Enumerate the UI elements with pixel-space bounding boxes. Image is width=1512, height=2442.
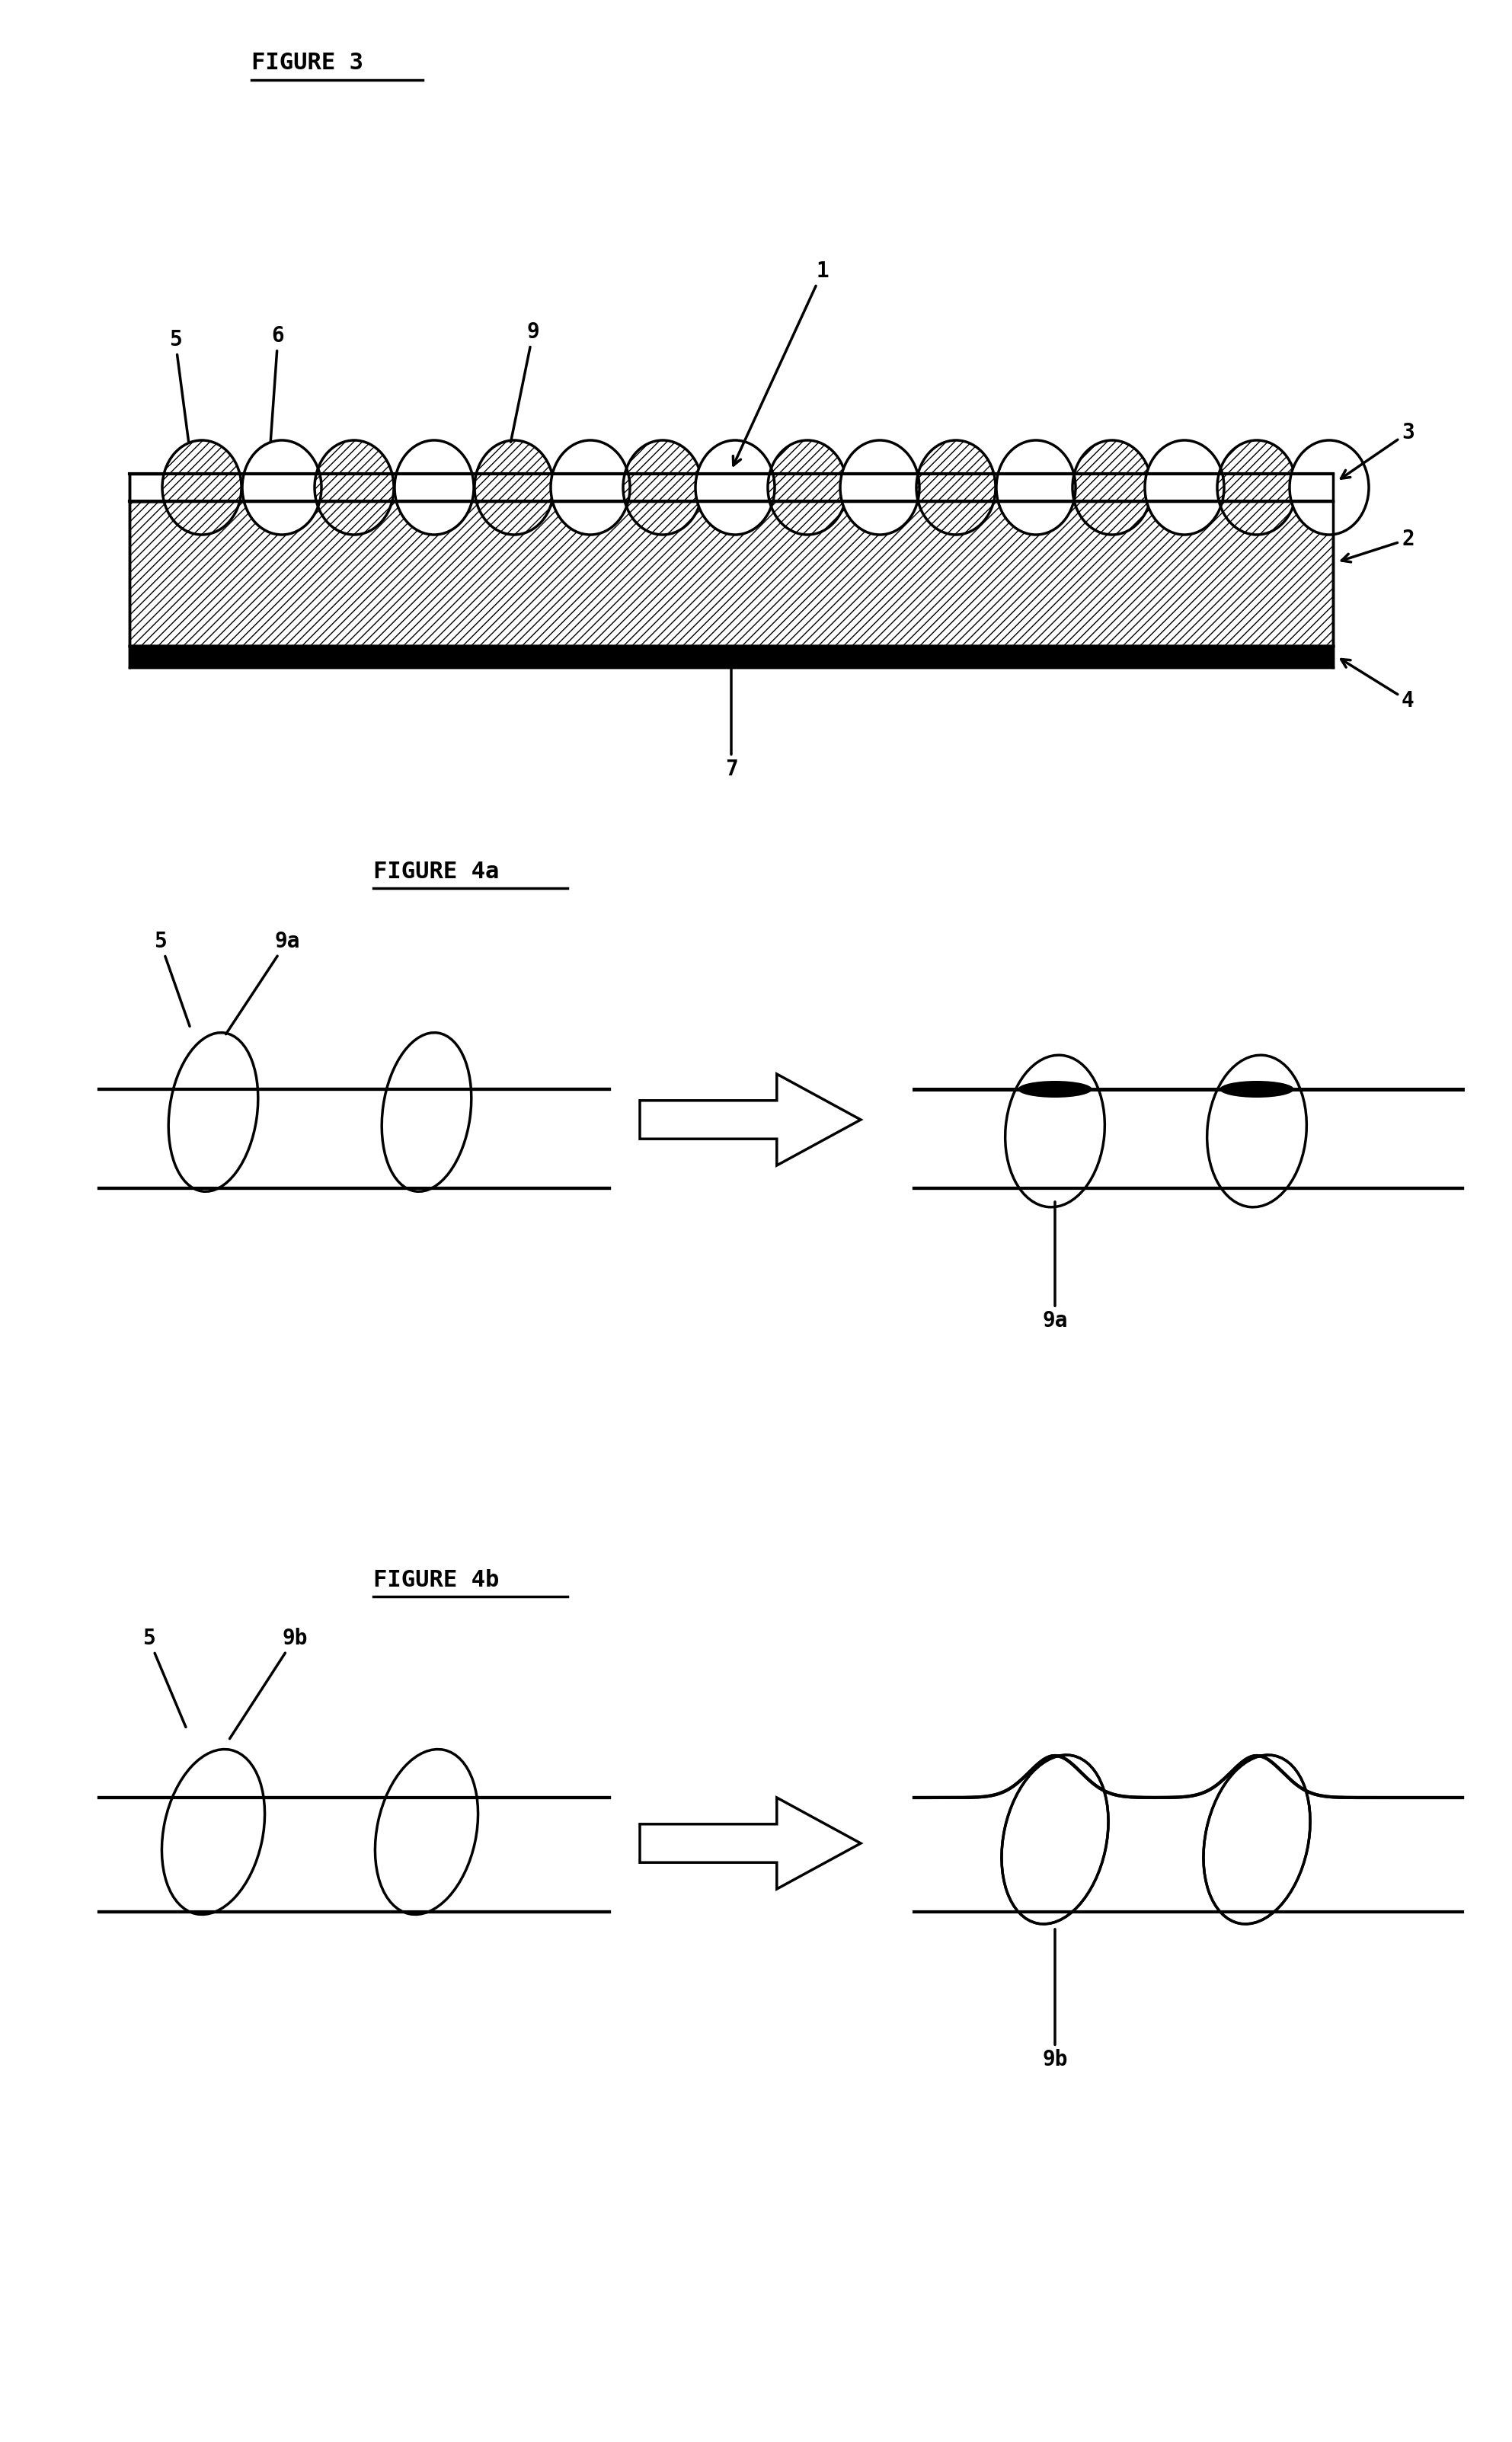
Text: FIGURE 4a: FIGURE 4a bbox=[373, 860, 499, 884]
Text: 9a: 9a bbox=[225, 930, 299, 1033]
Ellipse shape bbox=[1220, 1082, 1294, 1096]
Text: 9b: 9b bbox=[230, 1629, 307, 1739]
Ellipse shape bbox=[916, 440, 995, 535]
Ellipse shape bbox=[768, 440, 847, 535]
Ellipse shape bbox=[1207, 1055, 1306, 1206]
Ellipse shape bbox=[1290, 440, 1368, 535]
Ellipse shape bbox=[550, 440, 631, 535]
Ellipse shape bbox=[1005, 1055, 1105, 1206]
Ellipse shape bbox=[996, 440, 1075, 535]
Ellipse shape bbox=[242, 440, 322, 535]
Ellipse shape bbox=[242, 440, 322, 535]
Ellipse shape bbox=[162, 440, 242, 535]
Ellipse shape bbox=[996, 440, 1075, 535]
Bar bbox=[130, 501, 1334, 647]
Text: 9: 9 bbox=[511, 322, 540, 442]
Ellipse shape bbox=[1001, 1756, 1108, 1924]
Text: 9b: 9b bbox=[1042, 1929, 1067, 2071]
Bar bbox=[130, 647, 1334, 667]
Ellipse shape bbox=[841, 440, 919, 535]
Ellipse shape bbox=[1001, 1756, 1108, 1924]
Ellipse shape bbox=[475, 440, 553, 535]
Ellipse shape bbox=[168, 1033, 259, 1192]
Text: 5: 5 bbox=[154, 930, 189, 1026]
Ellipse shape bbox=[841, 440, 919, 535]
Text: 6: 6 bbox=[271, 325, 284, 442]
Ellipse shape bbox=[1217, 440, 1296, 535]
Ellipse shape bbox=[162, 1748, 265, 1915]
Ellipse shape bbox=[1207, 1055, 1306, 1206]
Ellipse shape bbox=[162, 1748, 265, 1915]
Polygon shape bbox=[640, 1797, 860, 1890]
Polygon shape bbox=[640, 1074, 860, 1165]
Ellipse shape bbox=[1290, 440, 1368, 535]
Ellipse shape bbox=[1018, 1082, 1092, 1096]
Ellipse shape bbox=[1145, 440, 1225, 535]
Ellipse shape bbox=[550, 440, 631, 535]
Ellipse shape bbox=[623, 440, 702, 535]
Ellipse shape bbox=[395, 440, 473, 535]
Ellipse shape bbox=[1204, 1756, 1311, 1924]
Ellipse shape bbox=[383, 1033, 472, 1192]
Text: 2: 2 bbox=[1341, 527, 1414, 562]
Text: FIGURE 3: FIGURE 3 bbox=[251, 51, 363, 73]
Ellipse shape bbox=[1005, 1055, 1105, 1206]
Ellipse shape bbox=[696, 440, 774, 535]
Ellipse shape bbox=[1072, 440, 1152, 535]
Ellipse shape bbox=[1204, 1756, 1311, 1924]
Text: FIGURE 4b: FIGURE 4b bbox=[373, 1570, 499, 1592]
Text: 5: 5 bbox=[142, 1629, 186, 1726]
Text: 5: 5 bbox=[169, 330, 189, 442]
Text: 1: 1 bbox=[733, 261, 829, 466]
Ellipse shape bbox=[1145, 440, 1225, 535]
Text: 3: 3 bbox=[1341, 422, 1414, 479]
Text: 4: 4 bbox=[1341, 659, 1414, 711]
Ellipse shape bbox=[395, 440, 473, 535]
Text: 9a: 9a bbox=[1042, 1201, 1067, 1331]
Ellipse shape bbox=[383, 1033, 472, 1192]
Ellipse shape bbox=[314, 440, 393, 535]
Text: 7: 7 bbox=[724, 669, 738, 779]
Ellipse shape bbox=[375, 1748, 478, 1915]
Ellipse shape bbox=[168, 1033, 259, 1192]
Bar bbox=[130, 474, 1334, 501]
Ellipse shape bbox=[375, 1748, 478, 1915]
Ellipse shape bbox=[696, 440, 774, 535]
